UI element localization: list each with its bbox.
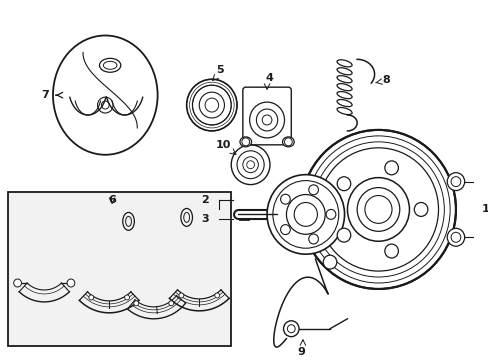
Text: 3: 3 — [201, 215, 208, 224]
Circle shape — [280, 194, 290, 204]
Circle shape — [384, 161, 398, 175]
Circle shape — [413, 202, 427, 216]
Circle shape — [308, 234, 318, 244]
Text: 10: 10 — [215, 140, 231, 150]
Circle shape — [214, 293, 219, 298]
Ellipse shape — [240, 137, 251, 147]
Circle shape — [325, 210, 335, 219]
Circle shape — [337, 177, 350, 191]
Circle shape — [14, 279, 21, 287]
Circle shape — [384, 244, 398, 258]
Text: 8: 8 — [382, 75, 389, 85]
Circle shape — [308, 185, 318, 195]
Text: 5: 5 — [215, 65, 223, 75]
Circle shape — [323, 255, 336, 269]
Text: 4: 4 — [264, 73, 272, 83]
Circle shape — [283, 321, 299, 337]
Bar — [8, 192, 231, 346]
Circle shape — [266, 175, 344, 254]
Circle shape — [280, 225, 290, 235]
Text: 9: 9 — [296, 347, 305, 357]
Circle shape — [124, 295, 129, 300]
FancyBboxPatch shape — [243, 87, 291, 145]
Circle shape — [447, 173, 464, 190]
Circle shape — [67, 279, 75, 287]
Text: 1: 1 — [481, 204, 488, 215]
Circle shape — [447, 228, 464, 246]
Text: 2: 2 — [201, 194, 208, 204]
Circle shape — [179, 293, 183, 298]
Circle shape — [168, 301, 173, 306]
Circle shape — [89, 295, 94, 300]
Circle shape — [134, 301, 139, 306]
Ellipse shape — [282, 137, 294, 147]
Text: 7: 7 — [41, 90, 49, 100]
Text: 6: 6 — [108, 194, 116, 204]
Circle shape — [300, 130, 455, 289]
Circle shape — [337, 228, 350, 242]
